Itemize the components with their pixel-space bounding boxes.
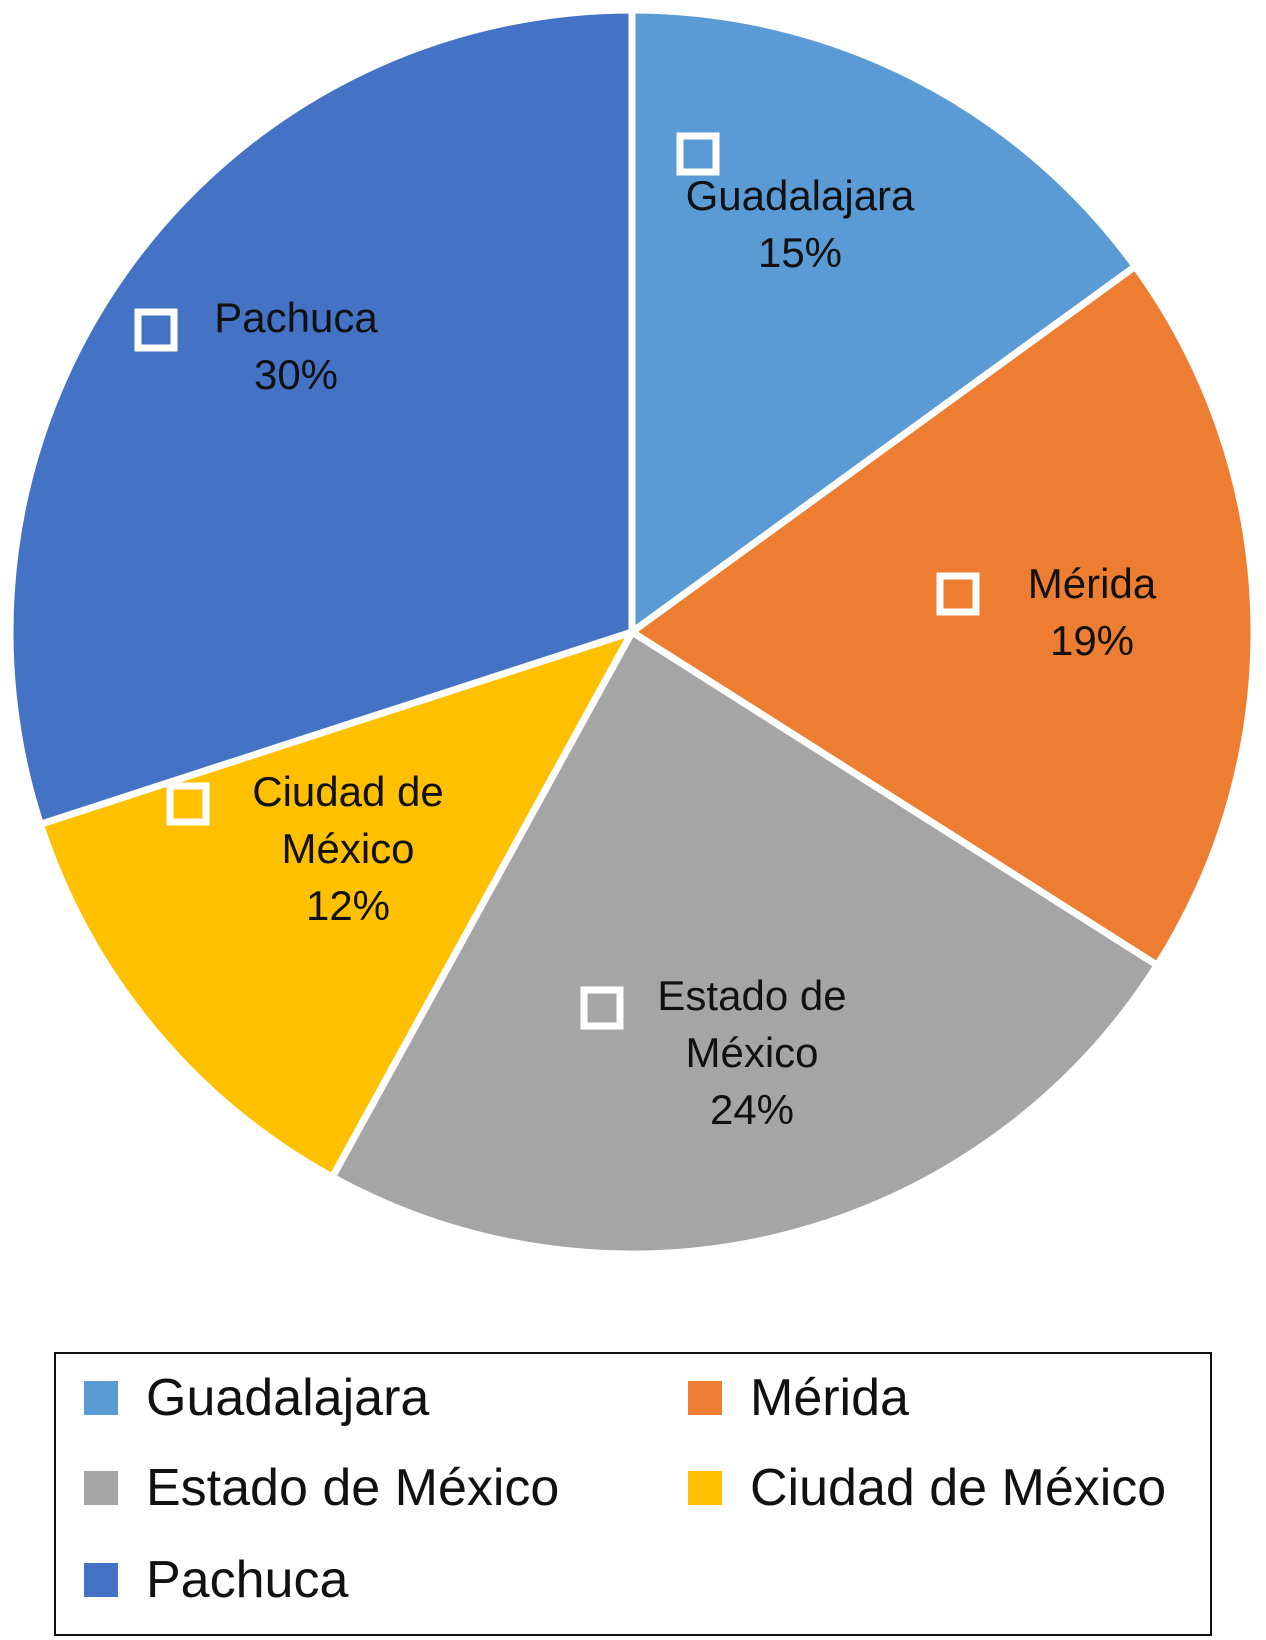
pie-chart: Guadalajara 15% Mérida 19% Estado de México 24… bbox=[6, 6, 1258, 1258]
slice-label-line: Estado de bbox=[657, 972, 846, 1019]
legend-swatch-merida bbox=[688, 1381, 722, 1415]
pie-slice-pachuca bbox=[6, 6, 636, 828]
legend-label: Pachuca bbox=[146, 1551, 349, 1609]
slice-label-line: 19% bbox=[1050, 617, 1134, 664]
pie-slice-ciudad-de-mexico bbox=[36, 628, 636, 1181]
slice-marker-ciudad-de-mexico bbox=[166, 782, 210, 826]
legend-item-guadalajara: Guadalajara bbox=[84, 1368, 429, 1428]
legend-swatch-estado-de-mexico bbox=[84, 1471, 118, 1505]
slice-marker-estado-de-mexico bbox=[580, 986, 624, 1030]
legend-swatch-pachuca bbox=[84, 1563, 118, 1597]
slice-label-line: 24% bbox=[710, 1086, 794, 1133]
slice-label-pachuca: Pachuca 30% bbox=[214, 294, 378, 398]
legend-label: Guadalajara bbox=[146, 1369, 430, 1427]
pie-slice-guadalajara bbox=[628, 6, 1139, 636]
slice-label-merida: Mérida 19% bbox=[1028, 560, 1157, 664]
legend-item-estado-de-mexico: Estado de México bbox=[84, 1458, 559, 1518]
slice-label-guadalajara: Guadalajara 15% bbox=[686, 172, 915, 276]
slice-marker-guadalajara bbox=[676, 132, 720, 176]
slice-label-line: Guadalajara bbox=[686, 172, 915, 219]
slice-label-estado-de-mexico: Estado de México 24% bbox=[657, 972, 846, 1133]
slice-label-line: 30% bbox=[254, 351, 338, 398]
slice-label-line: 12% bbox=[306, 882, 390, 929]
slice-label-line: Mérida bbox=[1028, 560, 1157, 607]
legend-label: Mérida bbox=[750, 1369, 909, 1427]
legend-item-pachuca: Pachuca bbox=[84, 1550, 348, 1610]
legend: Guadalajara Mérida Estado de México Ciud… bbox=[54, 1352, 1212, 1636]
slice-label-line: México bbox=[685, 1029, 818, 1076]
slice-label-ciudad-de-mexico: Ciudad de México 12% bbox=[252, 768, 443, 929]
slice-label-line: Pachuca bbox=[214, 294, 378, 341]
slice-label-line: 15% bbox=[758, 229, 842, 276]
slice-marker-merida bbox=[936, 572, 980, 616]
slice-label-line: Ciudad de bbox=[252, 768, 443, 815]
legend-swatch-ciudad-de-mexico bbox=[688, 1471, 722, 1505]
legend-item-ciudad-de-mexico: Ciudad de México bbox=[688, 1458, 1166, 1518]
legend-label: Estado de México bbox=[146, 1459, 560, 1517]
slice-label-line: México bbox=[281, 825, 414, 872]
pie-slice-estado-de-mexico bbox=[328, 628, 1161, 1258]
legend-item-merida: Mérida bbox=[688, 1368, 909, 1428]
slice-marker-pachuca bbox=[134, 308, 178, 352]
pie-slice-merida bbox=[628, 262, 1258, 969]
legend-swatch-guadalajara bbox=[84, 1381, 118, 1415]
legend-label: Ciudad de México bbox=[750, 1459, 1167, 1517]
